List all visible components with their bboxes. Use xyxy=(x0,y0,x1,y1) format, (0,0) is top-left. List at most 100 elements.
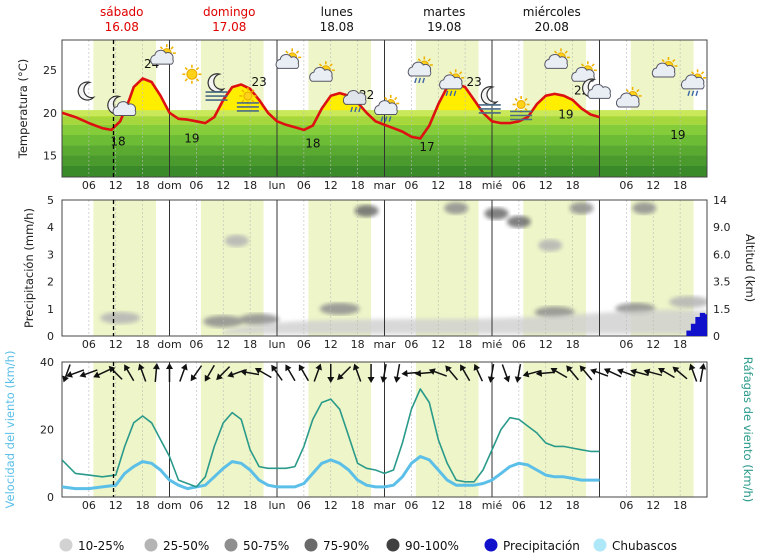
wind-direction-arrow xyxy=(79,369,98,378)
wind-direction-arrow xyxy=(566,365,579,381)
max-temp-label: 23 xyxy=(466,75,481,89)
sun-cloud-icon xyxy=(651,56,678,78)
wind-direction-arrow xyxy=(62,364,71,383)
sun-ray xyxy=(295,50,300,54)
hour-tick-label: 18 xyxy=(136,179,150,192)
arrow-head xyxy=(699,363,707,370)
day-tick-label: mar xyxy=(374,499,396,512)
daylight-band xyxy=(523,362,587,497)
rain-drop xyxy=(354,106,358,113)
day-name: sábado xyxy=(100,5,144,19)
wind-direction-arrow xyxy=(616,368,636,377)
hour-tick-label: 06 xyxy=(404,499,418,512)
day-date: 19.08 xyxy=(427,20,461,34)
wind-direction-arrow xyxy=(327,364,335,383)
day-tick-label: mié xyxy=(482,179,503,192)
wind-direction-arrow xyxy=(522,369,542,378)
wind-direction-arrow xyxy=(630,368,649,377)
hour-tick-label: 18 xyxy=(458,179,472,192)
min-temp-label: 19 xyxy=(558,108,573,122)
temperature-fill xyxy=(62,78,707,139)
daylight-band xyxy=(308,362,372,497)
legend-swatch xyxy=(593,538,607,552)
sun-ray xyxy=(661,59,665,63)
arrow-head xyxy=(535,369,543,377)
cloud-cover-blob xyxy=(569,202,594,215)
rain-drop xyxy=(350,106,354,113)
sun-ray xyxy=(514,107,518,112)
arrow-head xyxy=(401,369,408,377)
arrow-head xyxy=(590,368,597,375)
hour-tick-label: 18 xyxy=(566,338,580,351)
legend-label: 50-75% xyxy=(243,539,289,553)
wind-direction-arrow xyxy=(137,363,147,382)
rain-drop xyxy=(453,90,457,97)
day-tick-label: mié xyxy=(482,499,503,512)
sun-disc xyxy=(243,91,253,101)
sun-rain-icon xyxy=(374,95,400,122)
y-tick-label: 0 xyxy=(47,330,54,343)
rain-drop xyxy=(691,90,695,97)
min-temp-label: 18 xyxy=(110,134,125,148)
rain-drop xyxy=(384,116,388,122)
legend-item: 25-50% xyxy=(144,538,209,553)
y2-tick-label: 9.0 xyxy=(713,221,731,234)
daylight-band xyxy=(630,362,694,497)
day-tick-label: mié xyxy=(482,338,503,351)
hour-tick-label: 06 xyxy=(512,338,526,351)
hour-tick-label: 18 xyxy=(673,338,687,351)
sun-ray xyxy=(514,97,518,102)
wind-direction-arrow xyxy=(166,363,173,382)
y-tick-label: 25 xyxy=(43,64,57,77)
moon-shape xyxy=(480,86,499,106)
hour-tick-label: 18 xyxy=(566,179,580,192)
y-tick-label: 4 xyxy=(47,221,54,234)
legend-item: 90-100% xyxy=(386,538,459,553)
wind-direction-arrow xyxy=(152,363,160,383)
wind-direction-arrow xyxy=(428,368,447,377)
day-tick-label: lun xyxy=(269,499,286,512)
legend-swatch xyxy=(144,538,158,552)
moon-cloud-icon xyxy=(582,78,611,99)
moon-shape xyxy=(207,73,226,93)
cloud-cover-blob xyxy=(444,202,469,215)
min-temp-label: 19 xyxy=(184,131,199,145)
arrow-head xyxy=(240,368,247,376)
wind-direction-arrow xyxy=(514,364,522,383)
sun-ray xyxy=(672,59,676,63)
arrow-head xyxy=(181,363,188,371)
rain-drop xyxy=(418,77,422,84)
arrow-head xyxy=(204,374,211,382)
hour-tick-label: 18 xyxy=(243,338,257,351)
sun-ray xyxy=(449,71,453,75)
hour-tick-label: 06 xyxy=(619,179,633,192)
wind-direction-arrow xyxy=(285,364,296,382)
cloud-shape xyxy=(680,74,705,90)
wind-direction-arrow xyxy=(190,365,203,382)
cloud-shape xyxy=(587,84,611,99)
y-tick-label: 15 xyxy=(43,150,57,163)
legend-item: Precipitación xyxy=(484,538,580,553)
sun-ray xyxy=(329,63,333,67)
sun-cloud-icon xyxy=(616,86,642,108)
y2-tick-label: 1.5 xyxy=(713,303,731,316)
legend-label: Chubascos xyxy=(612,539,677,553)
sun-ray xyxy=(184,78,188,82)
arrow-head xyxy=(487,376,495,383)
rain-drop xyxy=(422,77,426,84)
hour-tick-label: 06 xyxy=(512,499,526,512)
sun-disc xyxy=(186,68,198,80)
arrow-head xyxy=(380,376,388,383)
wind-direction-arrow xyxy=(271,364,283,381)
wind-direction-arrow xyxy=(643,368,663,377)
wind-direction-arrow xyxy=(124,364,135,382)
precipitation-bar xyxy=(704,314,707,336)
arrow-head xyxy=(254,367,262,375)
day-tick-label: dom xyxy=(157,338,181,351)
wind-direction-arrow xyxy=(699,363,707,382)
wind-direction-arrow xyxy=(179,363,188,382)
hour-tick-label: 12 xyxy=(646,179,660,192)
rain-cloud-icon xyxy=(342,90,367,113)
